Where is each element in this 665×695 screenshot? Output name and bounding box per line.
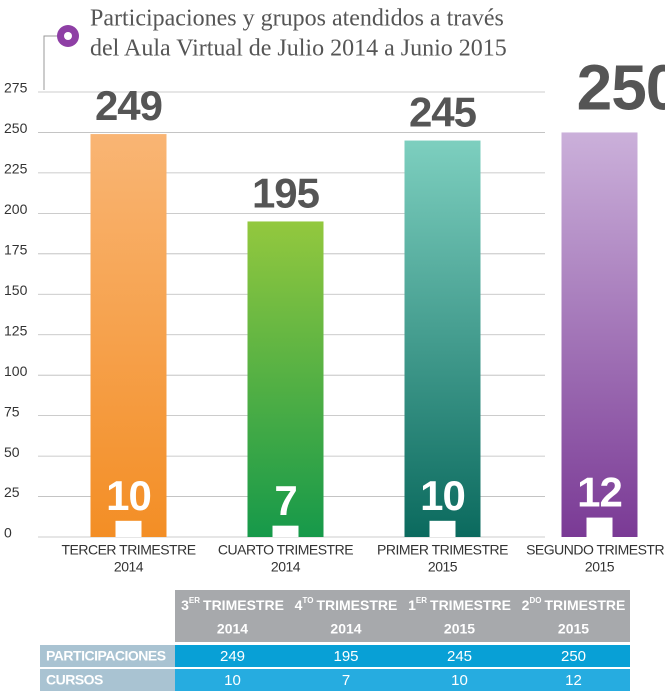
y-tick-label: 25 xyxy=(4,484,20,500)
y-tick-label: 175 xyxy=(4,242,28,258)
y-tick-label: 225 xyxy=(4,161,28,177)
y-tick-label: 125 xyxy=(4,322,28,338)
table-cell: 250 xyxy=(561,648,586,665)
header-word: TRIMESTRE xyxy=(203,597,284,613)
header-sup: TO xyxy=(302,596,313,605)
value-label: 245 xyxy=(409,89,477,136)
value-label: 195 xyxy=(252,170,320,217)
y-tick-label: 200 xyxy=(4,201,28,217)
y-tick-label: 50 xyxy=(4,444,20,460)
table-cell: 195 xyxy=(333,648,358,665)
value-label: 249 xyxy=(95,82,162,129)
row-label: CURSOS xyxy=(46,672,103,688)
course-bar xyxy=(429,520,456,537)
header-word: TRIMESTRE xyxy=(544,597,625,613)
y-tick-label: 75 xyxy=(4,403,20,419)
title-icon-dot xyxy=(64,32,72,40)
header-year: 2014 xyxy=(330,621,361,637)
x-tick-label: 2015 xyxy=(585,559,615,575)
course-label: 10 xyxy=(420,472,465,519)
header-number: 2 xyxy=(522,597,530,613)
header-number: 4 xyxy=(295,597,303,613)
table-cell: 245 xyxy=(447,648,472,665)
bar xyxy=(561,132,638,538)
course-bar xyxy=(115,520,142,537)
header-year: 2015 xyxy=(444,621,475,637)
value-label: 250 xyxy=(577,51,665,123)
y-tick-label: 275 xyxy=(4,80,28,96)
course-bar xyxy=(586,517,613,537)
row-bg xyxy=(175,669,630,691)
y-tick-label: 0 xyxy=(4,525,12,541)
bar xyxy=(404,140,481,537)
course-bar xyxy=(272,525,299,537)
y-tick-label: 150 xyxy=(4,282,28,298)
x-tick-label: 2014 xyxy=(271,559,301,575)
header-cell: 2DO TRIMESTRE xyxy=(522,596,626,613)
header-sup: ER xyxy=(416,596,427,605)
title-connector xyxy=(43,35,58,90)
x-tick-label: CUARTO TRIMESTRE xyxy=(218,542,353,558)
course-label: 7 xyxy=(274,477,296,524)
table-cell: 249 xyxy=(220,648,245,665)
row-label: PARTICIPACIONES xyxy=(46,648,166,664)
course-label: 12 xyxy=(577,469,622,516)
header-year: 2014 xyxy=(217,621,248,637)
table-cell: 12 xyxy=(565,672,582,689)
header-number: 3 xyxy=(181,597,189,613)
table-cell: 7 xyxy=(342,672,350,689)
table-cell: 10 xyxy=(451,672,468,689)
x-tick-label: 2015 xyxy=(428,559,458,575)
row-label-bg xyxy=(40,669,175,691)
row-bg xyxy=(175,645,630,667)
course-label: 10 xyxy=(106,472,151,519)
y-tick-label: 100 xyxy=(4,363,28,379)
header-word: TRIMESTRE xyxy=(430,597,511,613)
header-cell: 3ER TRIMESTRE xyxy=(181,596,284,613)
x-tick-label: 2014 xyxy=(114,559,144,575)
header-cell: 4TO TRIMESTRE xyxy=(295,596,398,613)
header-word: TRIMESTRE xyxy=(316,597,397,613)
chart-title: del Aula Virtual de Julio 2014 a Junio 2… xyxy=(90,36,507,62)
x-tick-label: TERCER TRIMESTRE xyxy=(61,542,195,558)
x-tick-label: PRIMER TRIMESTRE xyxy=(377,542,508,558)
bar xyxy=(247,221,324,538)
row-label-bg xyxy=(40,645,175,667)
y-tick-label: 250 xyxy=(4,120,28,136)
header-year: 2015 xyxy=(558,621,589,637)
header-number: 1 xyxy=(408,597,416,613)
header-cell: 1ER TRIMESTRE xyxy=(408,596,511,613)
header-sup: ER xyxy=(189,596,200,605)
x-tick-label: SEGUNDO TRIMESTRE xyxy=(526,542,665,558)
table-header xyxy=(175,590,630,642)
bar xyxy=(90,134,167,537)
header-sup: DO xyxy=(529,596,541,605)
chart-title: Participaciones y grupos atendidos a tra… xyxy=(90,6,504,32)
table-cell: 10 xyxy=(224,672,241,689)
